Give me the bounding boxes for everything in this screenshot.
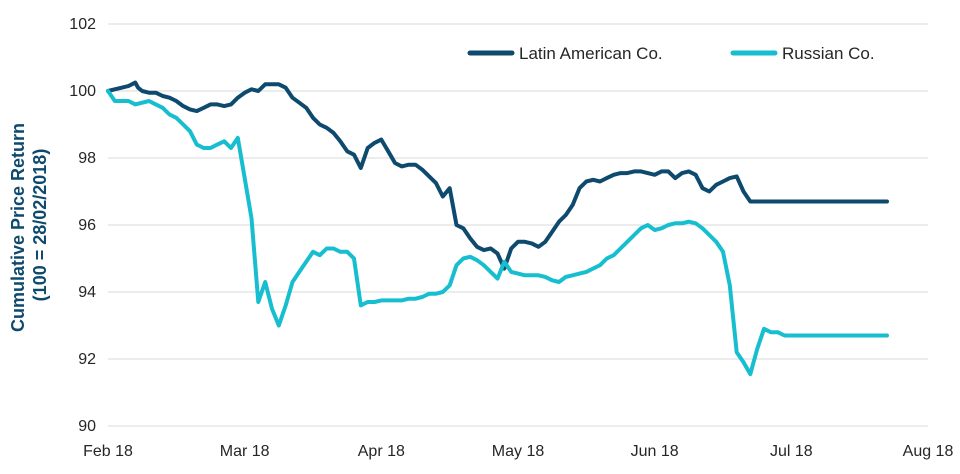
- y-tick-label: 102: [69, 16, 96, 33]
- y-tick-label: 100: [69, 83, 96, 100]
- y-axis-title-sub: (100 = 28/02/2018): [30, 149, 50, 302]
- x-tick-label: Apr 18: [358, 443, 405, 460]
- x-tick-label: Aug 18: [903, 443, 954, 460]
- legend: Latin American Co. Russian Co.: [467, 44, 875, 63]
- series-line-latin-american-co: [106, 80, 889, 271]
- y-tick-label: 90: [78, 418, 96, 435]
- legend-label: Russian Co.: [782, 44, 875, 63]
- x-tick-label: Jun 18: [631, 443, 679, 460]
- x-tick-label: May 18: [492, 443, 545, 460]
- y-tick-label: 98: [78, 150, 96, 167]
- y-axis-ticks: 90 92 94 96 98 100 102: [69, 16, 96, 435]
- x-tick-label: Jul 18: [770, 443, 813, 460]
- legend-label: Latin American Co.: [519, 44, 663, 63]
- series-lines: [106, 80, 889, 377]
- y-axis-title: Cumulative Price Return (100 = 28/02/201…: [8, 118, 50, 332]
- x-tick-label: Feb 18: [83, 443, 133, 460]
- series-line-russian-co: [106, 89, 889, 377]
- x-tick-label: Mar 18: [220, 443, 270, 460]
- x-axis-ticks: Feb 18 Mar 18 Apr 18 May 18 Jun 18 Jul 18 Aug …: [83, 443, 953, 460]
- grid-lines: [108, 23, 928, 427]
- y-tick-label: 96: [78, 217, 96, 234]
- y-tick-label: 92: [78, 351, 96, 368]
- y-axis-title-main: Cumulative Price Return: [8, 123, 28, 332]
- y-tick-label: 94: [78, 284, 96, 301]
